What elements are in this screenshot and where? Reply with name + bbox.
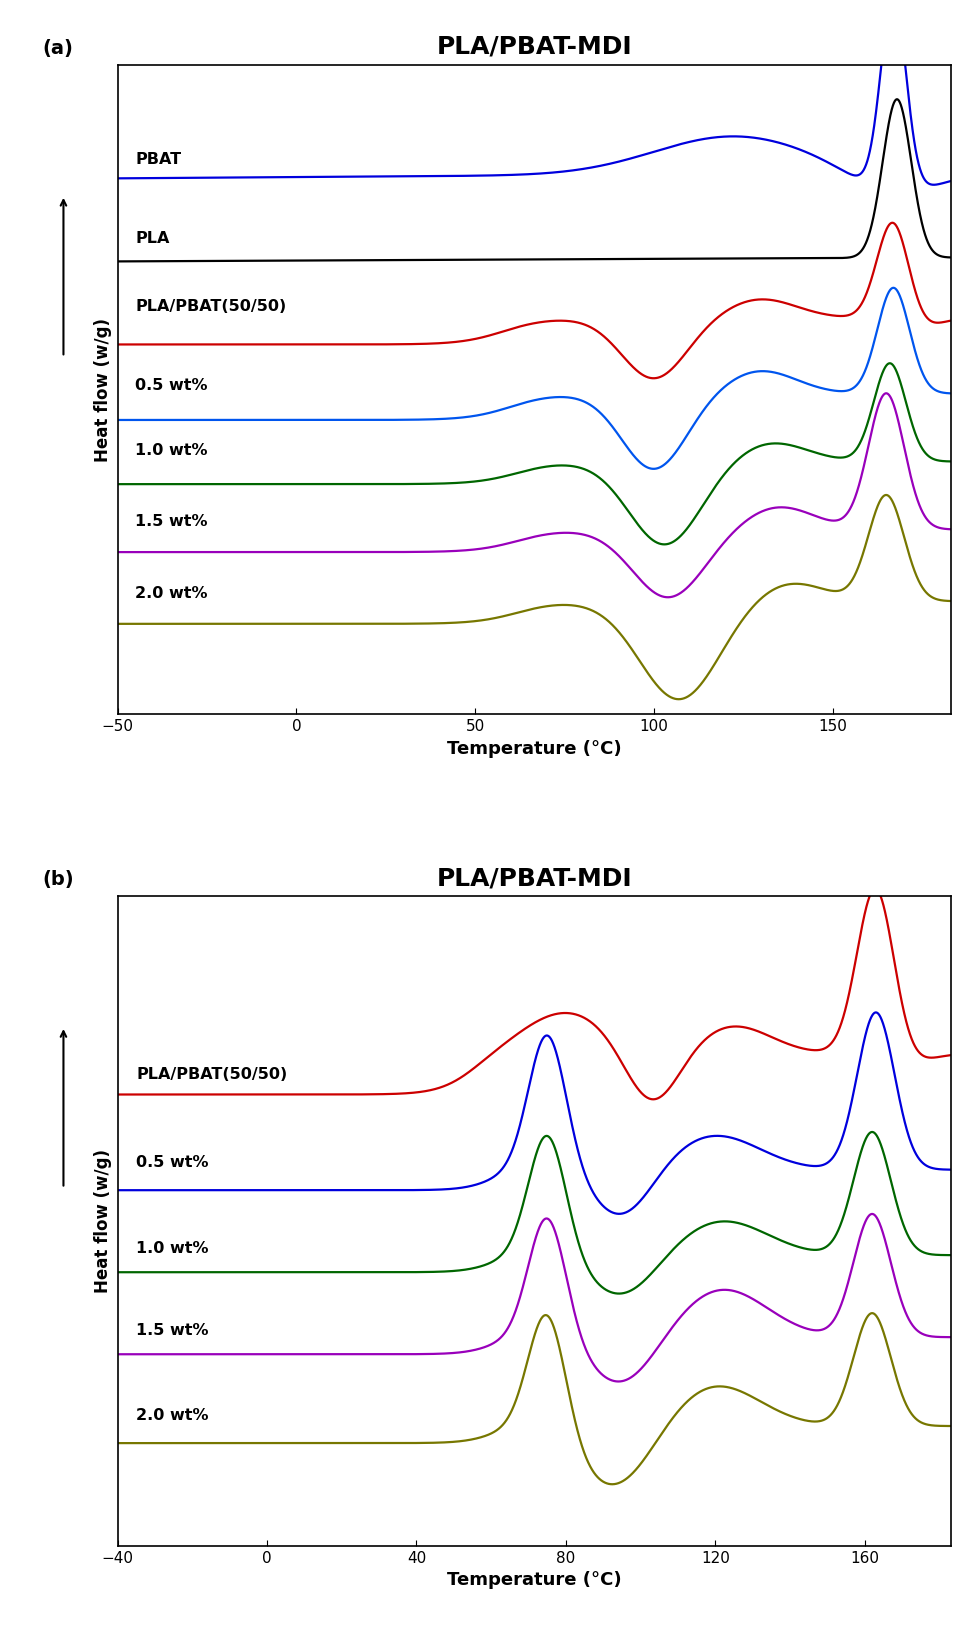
Text: 1.0 wt%: 1.0 wt%: [136, 1241, 209, 1256]
Text: 0.5 wt%: 0.5 wt%: [135, 379, 208, 394]
Y-axis label: Heat flow (w/g): Heat flow (w/g): [94, 317, 112, 462]
X-axis label: Temperature (°C): Temperature (°C): [447, 1572, 621, 1590]
Y-axis label: Heat flow (w/g): Heat flow (w/g): [94, 1149, 112, 1293]
Title: PLA/PBAT-MDI: PLA/PBAT-MDI: [436, 34, 632, 59]
Text: (b): (b): [42, 870, 74, 890]
Text: 2.0 wt%: 2.0 wt%: [135, 586, 208, 600]
Text: 2.0 wt%: 2.0 wt%: [136, 1409, 209, 1424]
Title: PLA/PBAT-MDI: PLA/PBAT-MDI: [436, 866, 632, 890]
Text: 1.0 wt%: 1.0 wt%: [135, 443, 208, 457]
Text: 0.5 wt%: 0.5 wt%: [136, 1155, 209, 1170]
Text: (a): (a): [42, 39, 74, 59]
X-axis label: Temperature (°C): Temperature (°C): [447, 740, 621, 758]
Text: 1.5 wt%: 1.5 wt%: [136, 1323, 209, 1337]
Text: PLA/PBAT(50/50): PLA/PBAT(50/50): [136, 1067, 287, 1082]
Text: 1.5 wt%: 1.5 wt%: [135, 514, 208, 529]
Text: PBAT: PBAT: [135, 151, 181, 168]
Text: PLA/PBAT(50/50): PLA/PBAT(50/50): [135, 299, 287, 314]
Text: PLA: PLA: [135, 231, 170, 246]
